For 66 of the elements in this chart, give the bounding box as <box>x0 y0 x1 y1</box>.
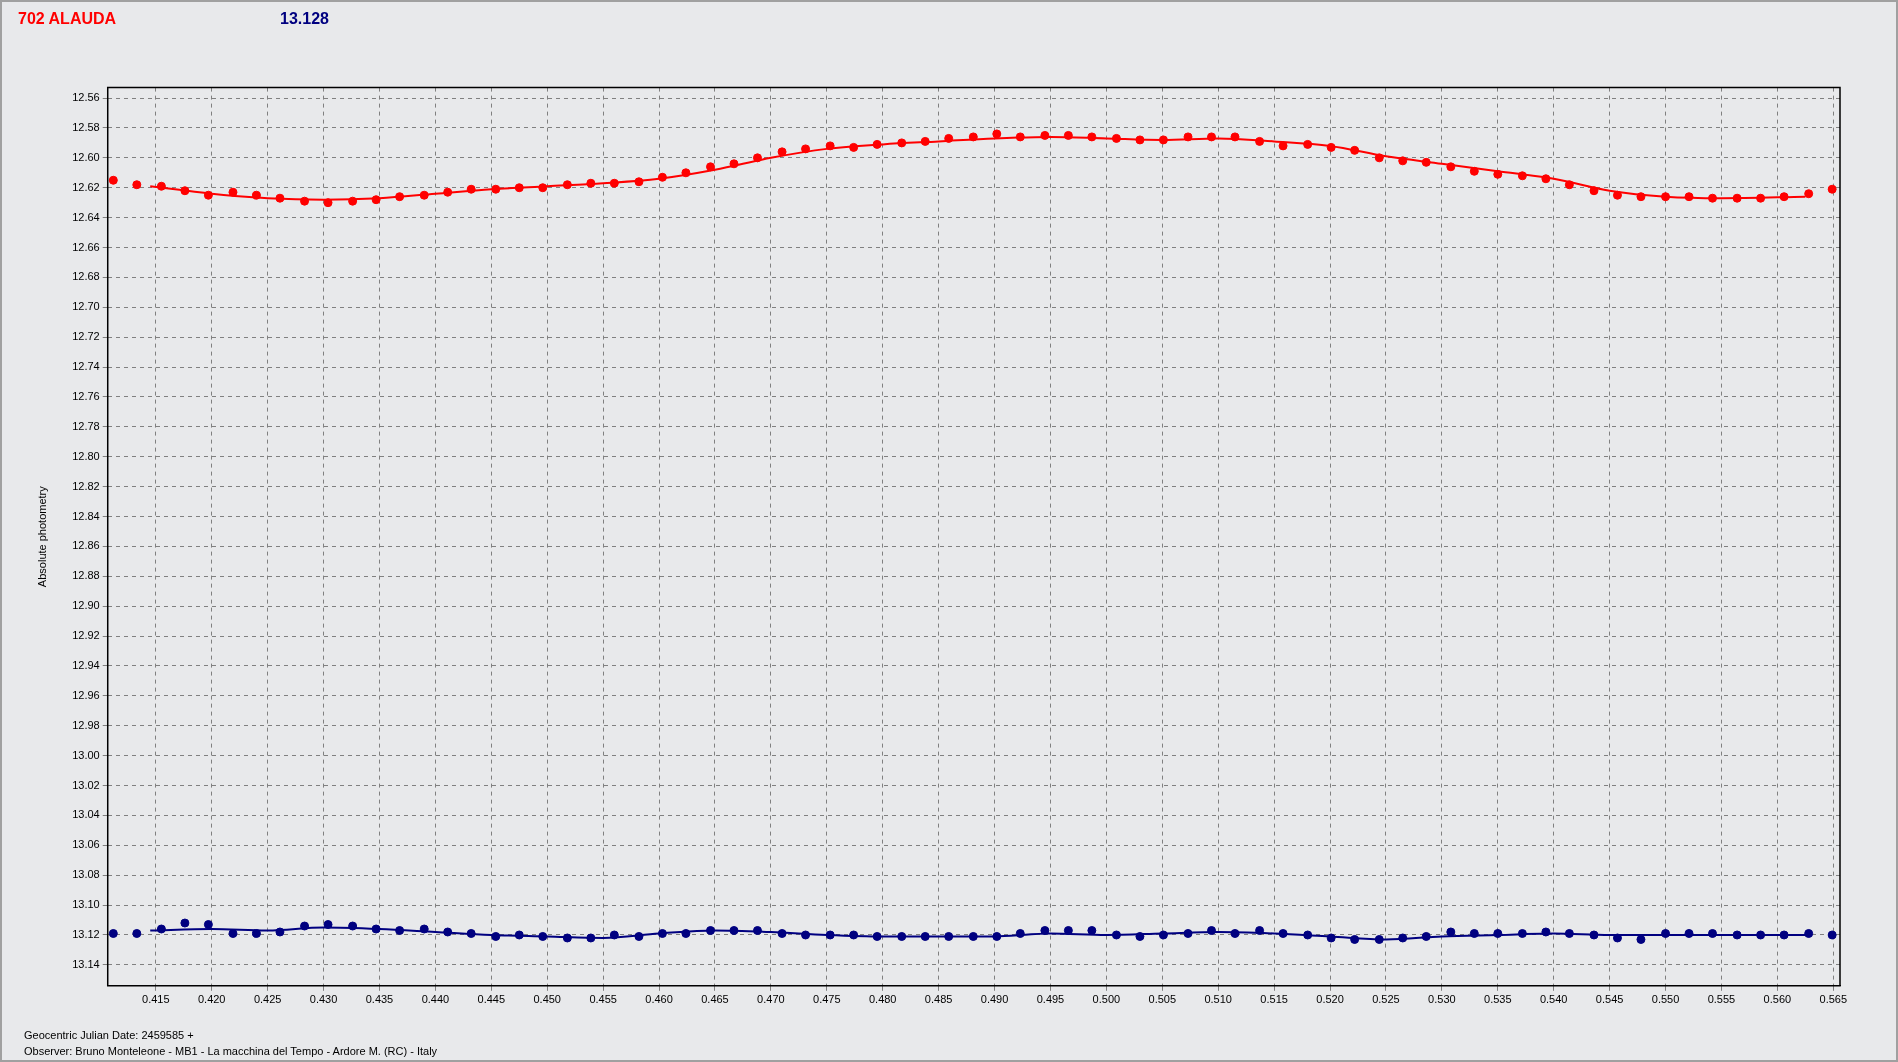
y-tick-label: 13.12 <box>72 928 100 941</box>
x-tick-label: 0.460 <box>645 993 673 1006</box>
x-tick-label: 0.510 <box>1204 993 1232 1006</box>
y-axis-title: Absolute photometry <box>35 485 48 588</box>
x-tick-label: 0.455 <box>589 993 617 1006</box>
x-tick-label: 0.530 <box>1428 993 1456 1006</box>
chart-subtitle: 13.128 <box>280 10 329 28</box>
x-tick-label: 0.565 <box>1819 993 1848 1006</box>
x-tick-label: 0.430 <box>309 993 338 1006</box>
y-tick-label: 12.70 <box>72 300 100 313</box>
x-tick-label: 0.535 <box>1484 993 1512 1006</box>
y-tick-label: 12.80 <box>72 449 100 462</box>
x-tick-label: 0.500 <box>1092 993 1121 1006</box>
y-tick-label: 12.98 <box>72 718 100 731</box>
x-tick-label: 0.505 <box>1148 993 1177 1006</box>
y-tick-label: 12.84 <box>72 509 100 522</box>
text: Observer: Bruno Monteleone - MB1 - La macchina del Tempo - Ardore M. (RC) - Italy <box>24 1045 438 1057</box>
y-tick-label: 12.78 <box>72 419 100 432</box>
y-tick-label: 12.58 <box>72 120 100 133</box>
y-tick-label: 13.04 <box>72 808 100 821</box>
x-tick-label: 0.425 <box>253 993 282 1006</box>
y-tick-label: 12.66 <box>72 240 100 253</box>
x-tick-label: 0.420 <box>197 993 226 1006</box>
x-tick-label: 0.450 <box>533 993 561 1006</box>
x-tick-label: 0.495 <box>1036 993 1065 1006</box>
x-tick-label: 0.540 <box>1539 993 1568 1006</box>
x-tick-label: 0.520 <box>1316 993 1344 1006</box>
x-tick-label: 0.555 <box>1707 993 1736 1006</box>
y-tick-label: 12.90 <box>72 599 100 612</box>
x-tick-label: 0.415 <box>142 993 170 1006</box>
y-tick-label: 12.72 <box>72 330 100 343</box>
y-tick-label: 13.02 <box>72 778 100 791</box>
y-tick-label: 12.94 <box>72 659 100 672</box>
x-tick-label: 0.445 <box>477 993 506 1006</box>
y-tick-label: 13.10 <box>72 898 100 911</box>
x-tick-label: 0.490 <box>980 993 1009 1006</box>
y-tick-label: 13.08 <box>72 868 100 881</box>
y-tick-label: 12.56 <box>72 91 100 104</box>
y-tick-label: 12.76 <box>72 389 100 402</box>
x-tick-label: 0.440 <box>421 993 450 1006</box>
x-tick-label: 0.545 <box>1595 993 1624 1006</box>
x-axis-title: Geocentric Julian Date: 2459585 + <box>24 1029 194 1041</box>
y-tick-label: 12.82 <box>72 479 100 492</box>
y-tick-label: 12.74 <box>72 360 100 373</box>
x-tick-label: 0.475 <box>813 993 841 1006</box>
y-tick-label: 12.96 <box>72 688 100 701</box>
chart-title: 702 ALAUDA <box>18 10 117 28</box>
y-tick-label: 12.92 <box>72 629 100 642</box>
x-tick-label: 0.470 <box>757 993 785 1006</box>
y-tick-label: 12.64 <box>72 210 100 223</box>
y-tick-label: 12.68 <box>72 270 100 283</box>
y-tick-label: 12.62 <box>72 180 100 193</box>
x-tick-label: 0.435 <box>365 993 394 1006</box>
x-tick-label: 0.485 <box>924 993 953 1006</box>
y-tick-label: 12.60 <box>72 150 100 163</box>
y-tick-label: 13.14 <box>72 957 100 970</box>
y-tick-label: 12.88 <box>72 569 100 582</box>
y-tick-label: 13.00 <box>72 748 100 761</box>
x-tick-label: 0.465 <box>701 993 729 1006</box>
y-tick-label: 12.86 <box>72 539 100 552</box>
x-tick-label: 0.515 <box>1260 993 1288 1006</box>
x-tick-label: 0.550 <box>1651 993 1680 1006</box>
x-tick-label: 0.480 <box>868 993 897 1006</box>
x-tick-label: 0.525 <box>1372 993 1400 1006</box>
y-tick-label: 13.06 <box>72 838 100 851</box>
x-tick-label: 0.560 <box>1763 993 1792 1006</box>
